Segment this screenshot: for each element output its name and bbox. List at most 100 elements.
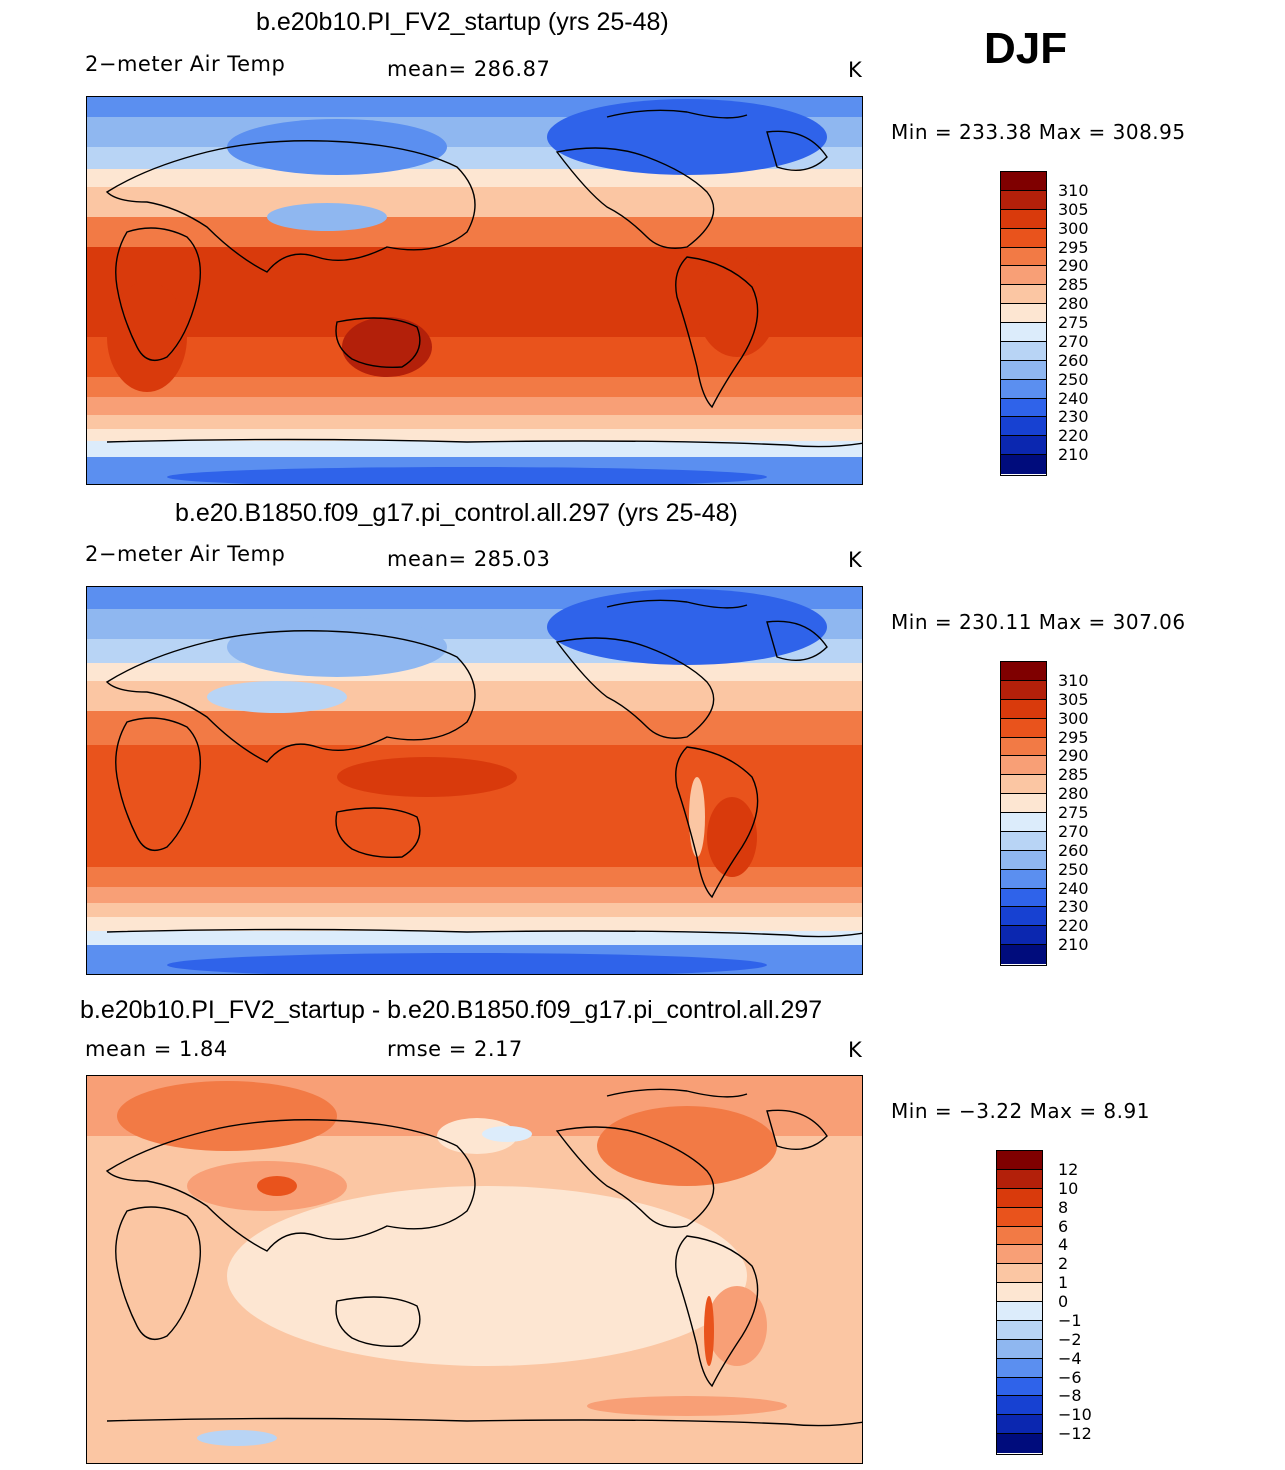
- colorbar-tick-label: 275: [1058, 313, 1089, 332]
- colorbar-swatch: [1001, 436, 1046, 456]
- colorbar-swatch: [1001, 190, 1046, 210]
- panel-2-map: [86, 586, 863, 975]
- colorbar-swatch: [997, 1415, 1042, 1435]
- colorbar-swatch: [997, 1245, 1042, 1265]
- colorbar-tick-label: −1: [1058, 1310, 1082, 1330]
- colorbar-swatch: [997, 1358, 1042, 1378]
- season-label: DJF: [984, 24, 1068, 73]
- colorbar-tick-label: 260: [1058, 350, 1089, 370]
- colorbar-swatch: [1001, 850, 1046, 870]
- panel-2-map-field: [87, 587, 862, 974]
- panel-3-rmse-label: rmse = 2.17: [387, 1037, 523, 1061]
- colorbar-swatch: [997, 1377, 1042, 1397]
- colorbar-tick-label: −10: [1058, 1405, 1092, 1425]
- colorbar-tick-label: 295: [1058, 727, 1089, 747]
- panel-3-title: b.e20b10.PI_FV2_startup - b.e20.B1850.f0…: [80, 996, 823, 1024]
- colorbar-tick-label: 220: [1058, 426, 1089, 446]
- panel-3-units-label: K: [848, 1038, 863, 1062]
- colorbar-swatch: [997, 1226, 1042, 1246]
- colorbar-tick-label: 305: [1058, 199, 1089, 219]
- colorbar-tick-label: 4: [1058, 1235, 1069, 1255]
- colorbar-tick-label: 8: [1058, 1197, 1069, 1217]
- colorbar-tick-label: 310: [1058, 180, 1089, 200]
- colorbar-tick-label: −2: [1058, 1329, 1082, 1349]
- panel-2-variable-label: 2−meter Air Temp: [85, 542, 286, 566]
- colorbar-tick-label: 270: [1058, 331, 1089, 351]
- colorbar-swatch: [1001, 209, 1046, 229]
- panel-1-units-label: K: [848, 58, 863, 82]
- colorbar-swatch: [1001, 907, 1046, 927]
- colorbar-swatch: [1001, 662, 1046, 681]
- colorbar-tick-label: 2: [1058, 1254, 1069, 1274]
- colorbar-swatch: [1001, 813, 1046, 832]
- colorbar-tick-label: −4: [1058, 1348, 1082, 1368]
- colorbar-swatch: [1001, 323, 1046, 342]
- panel-2-units-label: K: [848, 548, 863, 572]
- colorbar-tick-label: 0: [1058, 1292, 1069, 1311]
- colorbar-tick-label: 230: [1058, 897, 1089, 917]
- colorbar-tick-label: 10: [1058, 1178, 1079, 1198]
- colorbar-tick-label: −8: [1058, 1386, 1082, 1406]
- colorbar-swatch: [1001, 831, 1046, 851]
- colorbar-swatch: [997, 1320, 1042, 1340]
- colorbar-swatch: [1001, 699, 1046, 719]
- colorbar-tick-label: 240: [1058, 388, 1089, 408]
- colorbar-swatch: [1001, 247, 1046, 267]
- colorbar-tick-label: 280: [1058, 294, 1089, 314]
- colorbar-swatch: [1001, 455, 1046, 474]
- colorbar-swatch: [997, 1151, 1042, 1170]
- panel-1-map-field: [87, 97, 862, 484]
- colorbar-swatch: [1001, 304, 1046, 323]
- colorbar-swatch: [997, 1396, 1042, 1416]
- colorbar-tick-label: 6: [1058, 1216, 1069, 1236]
- panel-1-mean-label: mean= 286.87: [387, 57, 551, 81]
- panel-2-colorbar: [1000, 661, 1047, 966]
- colorbar-tick-label: 240: [1058, 878, 1089, 898]
- colorbar-swatch: [1001, 737, 1046, 757]
- colorbar-tick-label: 305: [1058, 689, 1089, 709]
- colorbar-tick-label: 310: [1058, 670, 1089, 690]
- colorbar-swatch: [1001, 341, 1046, 361]
- panel-1-minmax: Min = 233.38 Max = 308.95: [891, 120, 1186, 144]
- colorbar-tick-label: 275: [1058, 803, 1089, 822]
- colorbar-tick-label: 285: [1058, 765, 1089, 785]
- colorbar-tick-label: 300: [1058, 218, 1089, 238]
- colorbar-tick-label: −12: [1058, 1424, 1092, 1444]
- colorbar-tick-label: 290: [1058, 746, 1089, 766]
- colorbar-swatch: [997, 1283, 1042, 1302]
- panel-1-colorbar: [1000, 171, 1047, 476]
- colorbar-swatch: [1001, 680, 1046, 700]
- colorbar-swatch: [1001, 285, 1046, 305]
- colorbar-swatch: [997, 1434, 1042, 1453]
- colorbar-swatch: [1001, 775, 1046, 795]
- panel-3-colorbar-swatches: [997, 1151, 1042, 1453]
- panel-3-minmax: Min = −3.22 Max = 8.91: [891, 1099, 1150, 1123]
- colorbar-swatch: [1001, 888, 1046, 908]
- colorbar-tick-label: 210: [1058, 935, 1089, 955]
- colorbar-tick-label: 270: [1058, 821, 1089, 841]
- colorbar-tick-label: 210: [1058, 445, 1089, 465]
- panel-3-mean-label: mean = 1.84: [85, 1037, 228, 1061]
- colorbar-tick-label: 230: [1058, 407, 1089, 427]
- colorbar-tick-label: 295: [1058, 237, 1089, 257]
- panel-1-map: [86, 96, 863, 485]
- colorbar-swatch: [997, 1302, 1042, 1321]
- colorbar-tick-label: 280: [1058, 784, 1089, 804]
- colorbar-swatch: [1001, 417, 1046, 437]
- colorbar-tick-label: 1: [1058, 1273, 1069, 1293]
- colorbar-swatch: [1001, 172, 1046, 191]
- panel-1-title: b.e20b10.PI_FV2_startup (yrs 25-48): [256, 8, 669, 36]
- colorbar-swatch: [1001, 379, 1046, 399]
- colorbar-swatch: [997, 1264, 1042, 1284]
- panel-3-map: [86, 1075, 863, 1464]
- panel-1-variable-label: 2−meter Air Temp: [85, 52, 286, 76]
- panel-2-minmax: Min = 230.11 Max = 307.06: [891, 610, 1186, 634]
- colorbar-tick-label: 300: [1058, 708, 1089, 728]
- panel-2-mean-label: mean= 285.03: [387, 547, 551, 571]
- colorbar-swatch: [1001, 926, 1046, 946]
- colorbar-tick-label: 12: [1058, 1159, 1079, 1179]
- colorbar-swatch: [1001, 756, 1046, 776]
- panel-3-map-field: [87, 1076, 862, 1463]
- colorbar-swatch: [1001, 945, 1046, 964]
- colorbar-swatch: [1001, 869, 1046, 889]
